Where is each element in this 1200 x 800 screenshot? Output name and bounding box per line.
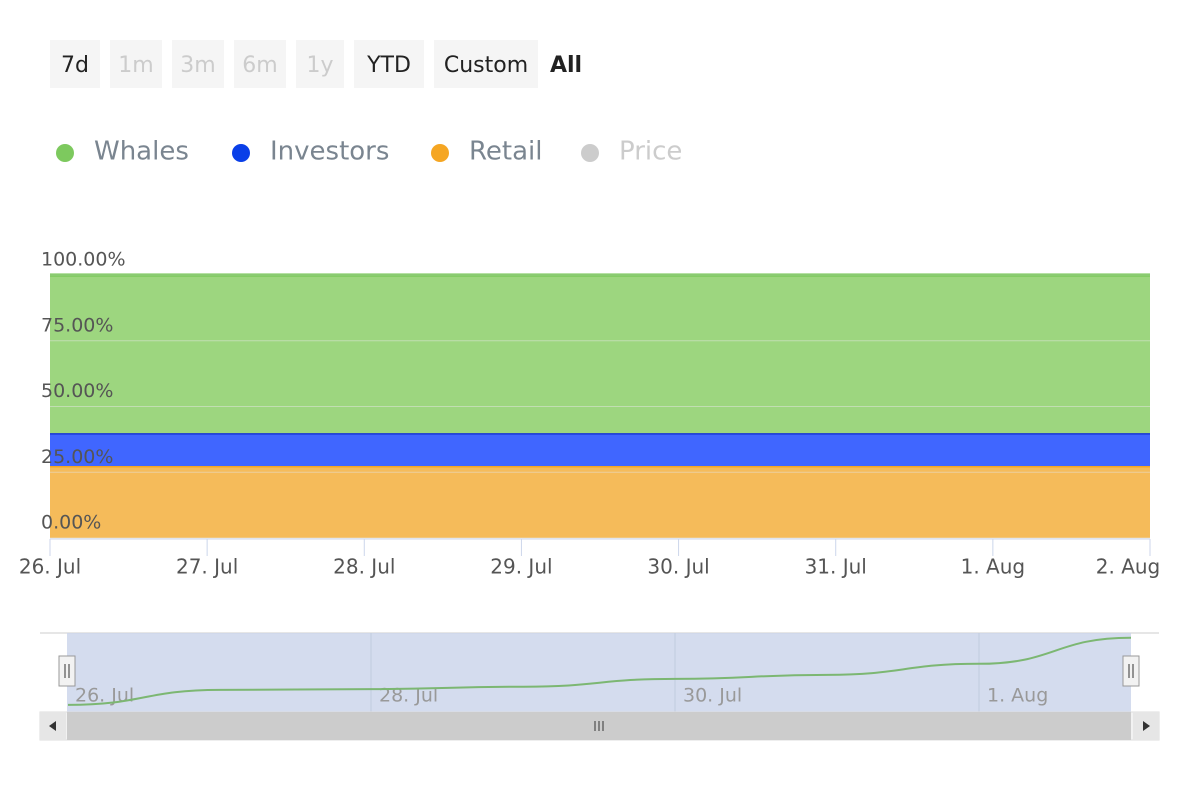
- range-button: [234, 40, 286, 88]
- legend-marker[interactable]: [581, 144, 599, 162]
- x-tick-label: 28. Jul: [333, 555, 395, 579]
- navigator-line: [67, 636, 1132, 706]
- range-button[interactable]: [434, 40, 538, 88]
- legend-marker[interactable]: [56, 144, 74, 162]
- area: [50, 433, 1150, 466]
- range-button-label: 3m: [180, 53, 215, 78]
- range-button-label: 1y: [306, 53, 333, 78]
- navigator-label: 1. Aug: [987, 685, 1048, 707]
- y-tick-label: 0.00%: [41, 512, 101, 534]
- x-tick-label: 1. Aug: [961, 555, 1026, 579]
- navigator-handle[interactable]: [1122, 655, 1140, 687]
- range-button[interactable]: [50, 40, 100, 88]
- range-button: [296, 40, 344, 88]
- legend-label[interactable]: Whales: [94, 137, 189, 167]
- range-button[interactable]: [354, 40, 424, 88]
- range-button-label: 6m: [242, 53, 277, 78]
- y-tick-label: 75.00%: [41, 314, 113, 336]
- area: [50, 465, 1150, 538]
- range-button: [110, 40, 162, 88]
- x-tick-label: 27. Jul: [176, 555, 238, 579]
- scrollbar-arrow: [49, 721, 56, 731]
- navigator-label: 28. Jul: [379, 685, 438, 707]
- y-tick-label: 25.00%: [41, 446, 113, 468]
- area: [50, 275, 1150, 434]
- navigator-handle[interactable]: [58, 655, 76, 687]
- x-tick-label: 30. Jul: [647, 555, 709, 579]
- navigator-mask: [67, 633, 1131, 712]
- range-button-label: 1m: [118, 53, 153, 78]
- legend-label[interactable]: Price: [619, 137, 682, 167]
- legend-label[interactable]: Investors: [270, 137, 389, 167]
- range-button-label[interactable]: YTD: [366, 53, 411, 78]
- scrollbar-arrow: [1143, 721, 1150, 731]
- legend-marker[interactable]: [232, 144, 250, 162]
- x-tick-label: 29. Jul: [490, 555, 552, 579]
- range-button: [172, 40, 224, 88]
- range-button-label[interactable]: All: [550, 53, 582, 78]
- range-button-label[interactable]: Custom: [444, 53, 528, 78]
- x-tick-label: 31. Jul: [805, 555, 867, 579]
- x-tick-label: 2. Aug: [1096, 555, 1161, 579]
- navigator-label: 30. Jul: [683, 685, 742, 707]
- legend-marker[interactable]: [431, 144, 449, 162]
- y-tick-label: 50.00%: [41, 380, 113, 402]
- y-tick-label: 100.00%: [41, 249, 126, 271]
- range-button-label[interactable]: 7d: [61, 53, 89, 78]
- x-tick-label: 26. Jul: [19, 555, 81, 579]
- legend-label[interactable]: Retail: [469, 137, 542, 167]
